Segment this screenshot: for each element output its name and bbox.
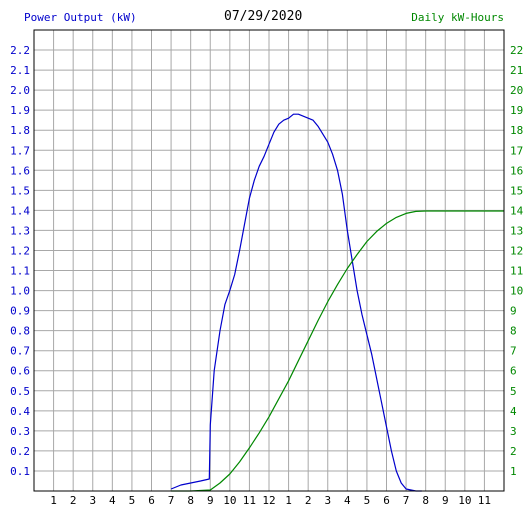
x-tick-label: 7: [168, 494, 175, 507]
left-y-tick-label: 0.8: [10, 325, 30, 338]
x-tick-label: 5: [129, 494, 136, 507]
energy-line: [171, 210, 504, 492]
right-y-tick-label: 12: [510, 244, 523, 257]
right-y-tick-label: 16: [510, 164, 523, 177]
right-y-tick-label: 3: [510, 425, 517, 438]
left-y-tick-label: 0.9: [10, 305, 30, 318]
left-y-tick-label: 1.3: [10, 224, 30, 237]
left-y-tick-label: 2.0: [10, 84, 30, 97]
left-y-tick-label: 1.5: [10, 184, 30, 197]
x-tick-label: 8: [187, 494, 194, 507]
left-y-tick-label: 1.9: [10, 104, 30, 117]
plot-frame: [33, 29, 505, 492]
right-y-tick-label: 11: [510, 265, 523, 278]
left-axis-title: Power Output (kW): [24, 11, 137, 24]
right-y-tick-label: 1: [510, 465, 517, 478]
x-tick-label: 2: [305, 494, 312, 507]
right-y-tick-label: 14: [510, 204, 524, 217]
left-y-tick-label: 1.8: [10, 124, 30, 137]
x-tick-labels: 1 2 3 4 5 6 7 8 9 10 11 12 1 2 3 4 5 6 7 8 9 10 11: [50, 494, 491, 507]
left-y-tick-label: 0.3: [10, 425, 30, 438]
x-tick-label: 6: [148, 494, 155, 507]
right-y-tick-label: 4: [510, 405, 517, 418]
right-y-tick-label: 2: [510, 445, 517, 458]
right-y-tick-label: 18: [510, 124, 523, 137]
right-y-tick-label: 7: [510, 345, 517, 358]
left-y-tick-label: 1.0: [10, 285, 30, 298]
left-y-tick-label: 0.1: [10, 465, 30, 478]
left-y-tick-label: 1.4: [10, 204, 30, 217]
x-tick-label: 11: [243, 494, 256, 507]
x-tick-label: 1: [50, 494, 57, 507]
x-tick-label: 2: [70, 494, 77, 507]
left-y-tick-labels: 0.1 0.2 0.3 0.4 0.5 0.6 0.7 0.8 0.9 1.0 1.1 1.2 1.3 1…: [10, 44, 30, 478]
right-y-tick-label: 22: [510, 44, 523, 57]
left-y-tick-label: 0.2: [10, 445, 30, 458]
x-tick-label: 11: [478, 494, 491, 507]
chart-grid: [34, 30, 504, 491]
left-y-tick-label: 0.5: [10, 385, 30, 398]
x-tick-label: 9: [207, 494, 214, 507]
x-tick-label: 10: [458, 494, 471, 507]
left-y-tick-label: 1.6: [10, 164, 30, 177]
left-y-tick-label: 0.4: [10, 405, 30, 418]
x-tick-label: 1: [285, 494, 292, 507]
right-y-tick-label: 6: [510, 365, 517, 378]
right-y-tick-label: 5: [510, 385, 517, 398]
x-tick-label: 9: [442, 494, 449, 507]
x-tick-label: 3: [324, 494, 331, 507]
x-tick-label: 12: [262, 494, 275, 507]
left-y-tick-label: 2.1: [10, 64, 30, 77]
right-y-tick-label: 10: [510, 285, 523, 298]
x-tick-label: 4: [344, 494, 351, 507]
chart-series: [170, 113, 504, 492]
right-y-tick-label: 8: [510, 325, 517, 338]
x-tick-label: 7: [403, 494, 410, 507]
right-y-tick-label: 13: [510, 224, 523, 237]
left-y-tick-label: 1.2: [10, 244, 30, 257]
left-y-tick-label: 0.6: [10, 365, 30, 378]
right-y-tick-label: 19: [510, 104, 523, 117]
x-tick-label: 10: [223, 494, 236, 507]
x-tick-label: 6: [383, 494, 390, 507]
x-tick-label: 3: [89, 494, 96, 507]
left-y-tick-label: 1.7: [10, 144, 30, 157]
right-y-tick-label: 9: [510, 305, 517, 318]
x-tick-label: 5: [364, 494, 371, 507]
x-tick-label: 8: [422, 494, 429, 507]
power-line: [170, 113, 422, 492]
left-y-tick-label: 1.1: [10, 265, 30, 278]
right-y-tick-label: 21: [510, 64, 523, 77]
left-y-tick-label: 0.7: [10, 345, 30, 358]
right-y-tick-label: 15: [510, 184, 523, 197]
right-y-tick-label: 17: [510, 144, 523, 157]
chart-date: 07/29/2020: [224, 9, 303, 24]
left-y-tick-label: 2.2: [10, 44, 30, 57]
right-axis-title: Daily kW-Hours: [411, 11, 504, 24]
right-y-tick-label: 20: [510, 84, 523, 97]
x-tick-label: 4: [109, 494, 116, 507]
